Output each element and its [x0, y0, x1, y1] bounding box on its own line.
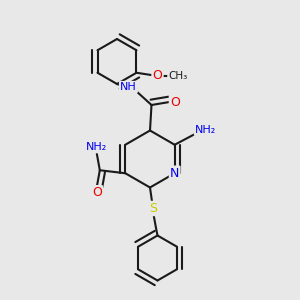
Text: NH: NH [120, 82, 137, 92]
Text: NH₂: NH₂ [86, 142, 107, 152]
Text: NH₂: NH₂ [195, 125, 216, 135]
Text: N: N [170, 167, 179, 180]
Text: O: O [92, 186, 102, 199]
Text: S: S [149, 202, 157, 215]
Text: CH₃: CH₃ [168, 71, 188, 81]
Text: O: O [170, 95, 180, 109]
Text: O: O [152, 69, 162, 82]
